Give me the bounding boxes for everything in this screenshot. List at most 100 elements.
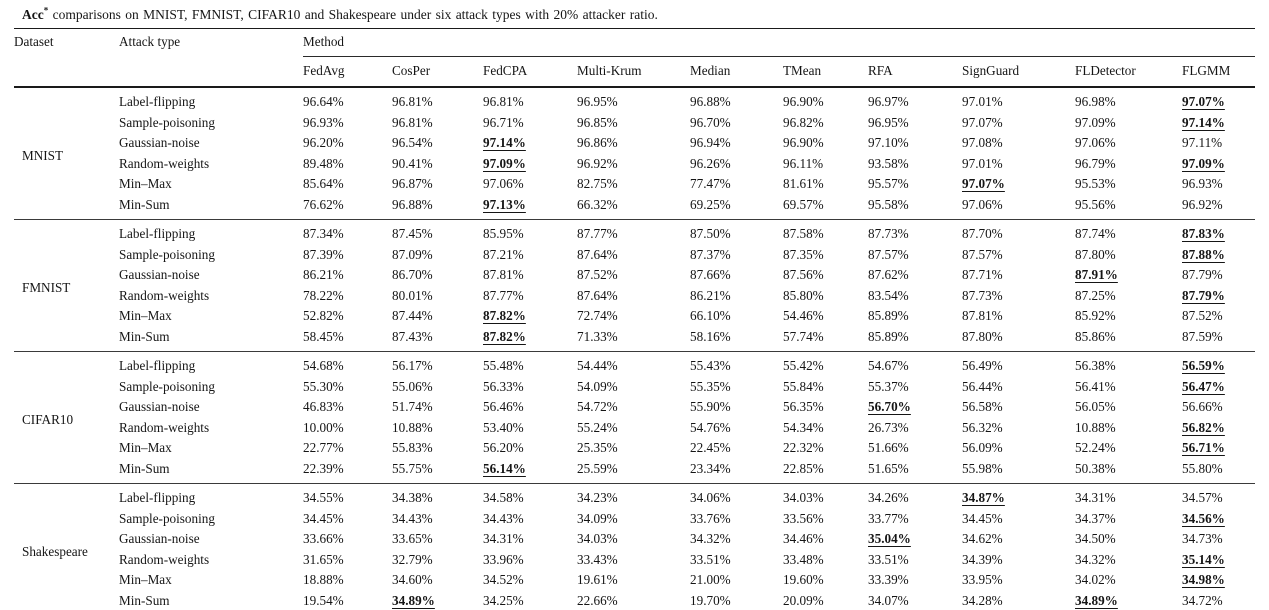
attack-type-cell: Label-flipping: [119, 219, 303, 244]
value-cell-signguard: 87.80%: [962, 328, 1003, 344]
value-cell-fldetector: 87.80%: [1075, 246, 1116, 262]
dataset-label-shakespeare: Shakespeare: [14, 483, 119, 610]
value-cell-median: 69.25%: [690, 196, 731, 212]
value-cell-flgmm: 87.52%: [1182, 308, 1223, 323]
value-cell-fedavg: 87.39%: [303, 246, 344, 262]
value-cell-flgmm: 96.93%: [1182, 176, 1223, 191]
value-cell-fldetector: 97.09%: [1075, 114, 1116, 130]
value-cell-multi-krum: 34.09%: [577, 510, 618, 526]
value-cell-tmean: 22.32%: [783, 440, 824, 455]
value-cell-fedcpa: 87.21%: [483, 246, 524, 262]
value-cell-multi-krum: 54.09%: [577, 378, 618, 394]
table-row: FMNIST Label-flipping 87.34% 87.45% 85.95% 87…: [14, 219, 1256, 352]
value-cell-cosper: 96.87%: [392, 176, 433, 191]
value-cell-rfa: 35.04%: [868, 531, 911, 546]
table-row: Random-weights 78.22% 80.01% 87.77% 87.64% 86…: [14, 285, 1255, 306]
caption-superscript: *: [43, 5, 49, 16]
value-cell-fedcpa: 56.14%: [483, 460, 526, 476]
table-row: Min–Max 52.82% 87.44% 87.82% 72.74% 66.10% 54.…: [14, 306, 1255, 327]
attack-type-cell: Min-Sum: [119, 328, 170, 344]
table-row: Gaussian-noise 33.66% 33.65% 34.31% 34.03% 34…: [14, 529, 1255, 550]
value-cell-fedavg: 22.39%: [303, 460, 344, 476]
value-cell-flgmm: 34.98%: [1182, 572, 1225, 587]
caption-acc-text: Acc: [22, 7, 44, 22]
value-cell-flgmm: 87.59%: [1182, 328, 1223, 344]
value-cell-fldetector: 95.56%: [1075, 196, 1116, 212]
value-cell-fedcpa: 97.09%: [483, 155, 526, 171]
value-cell-median: 33.76%: [690, 510, 731, 526]
value-cell-multi-krum: 33.43%: [577, 551, 618, 567]
value-cell-multi-krum: 22.66%: [577, 592, 618, 608]
value-cell-fldetector: 34.31%: [1075, 483, 1182, 508]
attack-type-cell: Min–Max: [119, 176, 172, 191]
value-cell-cosper: 87.09%: [392, 246, 433, 262]
value-cell-tmean: 22.85%: [783, 460, 824, 476]
attack-type-cell: Min–Max: [119, 572, 172, 587]
value-cell-fldetector: 56.41%: [1075, 378, 1116, 394]
value-cell-signguard: 87.57%: [962, 246, 1003, 262]
value-cell-fedcpa: 96.71%: [483, 114, 524, 130]
value-cell-flgmm: 56.59%: [1182, 351, 1256, 376]
attack-type-cell: Sample-poisoning: [119, 510, 215, 526]
value-cell-fedcpa: 87.77%: [483, 287, 524, 303]
value-cell-cosper: 55.06%: [392, 378, 433, 394]
value-cell-signguard: 55.98%: [962, 460, 1003, 476]
value-cell-fldetector: 85.86%: [1075, 328, 1116, 344]
dataset-label-mnist: MNIST: [14, 86, 119, 220]
value-cell-signguard: 97.01%: [962, 155, 1003, 171]
value-cell-rfa: 93.58%: [868, 155, 909, 171]
value-cell-signguard: 97.08%: [962, 135, 1003, 150]
value-cell-flgmm: 87.83%: [1182, 219, 1256, 244]
value-cell-multi-krum: 34.03%: [577, 531, 618, 546]
value-cell-signguard: 56.09%: [962, 440, 1003, 455]
value-cell-fedcpa: 87.81%: [483, 267, 524, 282]
dataset-label-cifar10: CIFAR10: [14, 351, 119, 484]
value-cell-cosper: 51.74%: [392, 399, 433, 414]
value-cell-fldetector: 34.32%: [1075, 551, 1116, 567]
value-cell-fedcpa: 34.25%: [483, 592, 524, 608]
table-row: Min-Sum 22.39% 55.75% 56.14% 25.59% 23.34% 22.…: [14, 458, 1255, 484]
value-cell-multi-krum: 19.61%: [577, 572, 618, 587]
value-cell-multi-krum: 55.24%: [577, 419, 618, 435]
value-cell-cosper: 96.81%: [392, 86, 483, 112]
attack-type-cell: Sample-poisoning: [119, 378, 215, 394]
table-row: Min–Max 85.64% 96.87% 97.06% 82.75% 77.47% 81.…: [14, 174, 1255, 195]
value-cell-flgmm: 96.92%: [1182, 196, 1223, 212]
value-cell-tmean: 85.80%: [783, 287, 824, 303]
value-cell-cosper: 55.83%: [392, 440, 433, 455]
value-cell-median: 19.70%: [690, 592, 731, 608]
value-cell-cosper: 90.41%: [392, 155, 433, 171]
attack-type-cell: Label-flipping: [119, 351, 303, 376]
value-cell-signguard: 97.07%: [962, 114, 1003, 130]
value-cell-fldetector: 87.91%: [1075, 267, 1118, 282]
value-cell-multi-krum: 72.74%: [577, 308, 618, 323]
value-cell-signguard: 87.71%: [962, 267, 1003, 282]
table-row: CIFAR10 Label-flipping 54.68% 56.17% 55.48% 5…: [14, 351, 1256, 484]
value-cell-multi-krum: 96.85%: [577, 114, 618, 130]
value-cell-tmean: 55.42%: [783, 351, 868, 376]
value-cell-rfa: 97.10%: [868, 135, 909, 150]
value-cell-fedavg: 89.48%: [303, 155, 344, 171]
value-cell-rfa: 26.73%: [868, 419, 909, 435]
value-cell-multi-krum: 54.72%: [577, 399, 618, 414]
value-cell-fedavg: 31.65%: [303, 551, 344, 567]
value-cell-tmean: 33.56%: [783, 510, 824, 526]
value-cell-signguard: 56.58%: [962, 399, 1003, 414]
value-cell-tmean: 54.46%: [783, 308, 824, 323]
value-cell-signguard: 34.45%: [962, 510, 1003, 526]
value-cell-fedcpa: 34.43%: [483, 510, 524, 526]
value-cell-fedcpa: 56.46%: [483, 399, 524, 414]
value-cell-fedavg: 19.54%: [303, 592, 344, 608]
value-cell-rfa: 96.95%: [868, 114, 909, 130]
table-row: Gaussian-noise 86.21% 86.70% 87.81% 87.52% 87…: [14, 265, 1255, 286]
value-cell-rfa: 33.51%: [868, 551, 909, 567]
table-row: Min-Sum 19.54% 34.89% 34.25% 22.66% 19.70% 20.…: [14, 590, 1255, 610]
method-header-fldetector: FLDetector: [1075, 56, 1182, 88]
value-cell-rfa: 34.26%: [868, 483, 962, 508]
value-cell-fedcpa: 87.82%: [483, 308, 526, 323]
value-cell-tmean: 96.82%: [783, 114, 824, 130]
attack-type-cell: Random-weights: [119, 551, 210, 567]
value-cell-flgmm: 34.73%: [1182, 531, 1223, 546]
value-cell-signguard: 33.95%: [962, 572, 1003, 587]
value-cell-tmean: 87.56%: [783, 267, 824, 282]
